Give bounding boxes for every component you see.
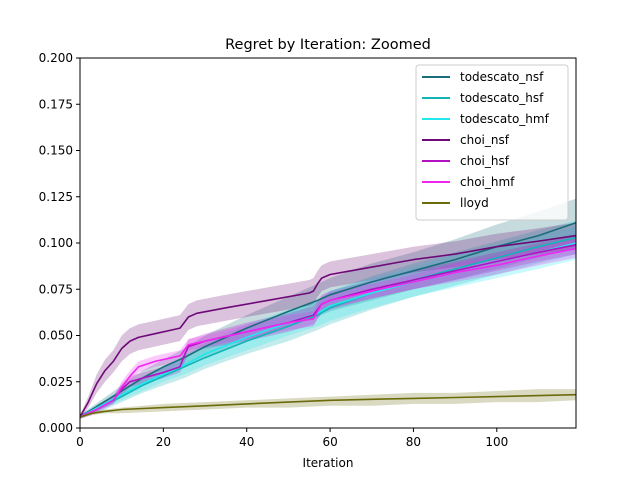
y-tick-label: 0.075 <box>39 282 73 296</box>
x-axis: 0 20 40 60 80 100 <box>76 428 508 449</box>
x-tick-label: 100 <box>485 435 508 449</box>
y-tick-label: 0.150 <box>39 144 73 158</box>
y-tick-label: 0.000 <box>39 421 73 435</box>
y-tick-label: 0.050 <box>39 329 73 343</box>
legend-label-choi_hmf: choi_hmf <box>460 175 515 189</box>
y-tick-label: 0.200 <box>39 51 73 65</box>
band-choi_hsf <box>80 235 576 419</box>
x-tick-label: 60 <box>322 435 337 449</box>
band-todescato_hmf <box>80 226 576 419</box>
line-todescato_hsf <box>79 236 577 418</box>
y-tick-label: 0.125 <box>39 190 73 204</box>
legend-label-todescato_hmf: todescato_hmf <box>460 112 550 126</box>
x-axis-label: Iteration <box>303 456 354 470</box>
line-todescato_nsf <box>79 221 577 418</box>
y-tick-label: 0.100 <box>39 236 73 250</box>
legend-label-choi_nsf: choi_nsf <box>460 133 510 147</box>
series-lines <box>79 221 577 418</box>
legend-label-todescato_hsf: todescato_hsf <box>460 91 544 105</box>
chart-title: Regret by Iteration: Zoomed <box>225 37 431 53</box>
legend-label-todescato_nsf: todescato_nsf <box>460 70 544 84</box>
x-tick-label: 0 <box>76 435 84 449</box>
legend-box <box>415 64 569 221</box>
band-lloyd <box>80 389 576 419</box>
legend-label-choi_hsf: choi_hsf <box>460 154 510 168</box>
line-choi_nsf <box>79 234 577 418</box>
line-lloyd <box>79 393 577 418</box>
legend: todescato_nsf todescato_hsf todescato_hmfc… <box>415 64 569 221</box>
y-tick-label: 0.025 <box>39 375 73 389</box>
x-tick-label: 40 <box>239 435 254 449</box>
x-tick-label: 20 <box>156 435 171 449</box>
legend-label-lloyd: lloyd <box>460 196 489 210</box>
x-tick-label: 80 <box>406 435 421 449</box>
y-axis: 0.000 0.025 0.050 0.075 0.100 0.125 0.150 0.175… <box>39 51 80 435</box>
y-tick-label: 0.175 <box>39 97 73 111</box>
band-choi_hmf <box>80 239 576 419</box>
line-choi_hmf <box>79 247 577 418</box>
